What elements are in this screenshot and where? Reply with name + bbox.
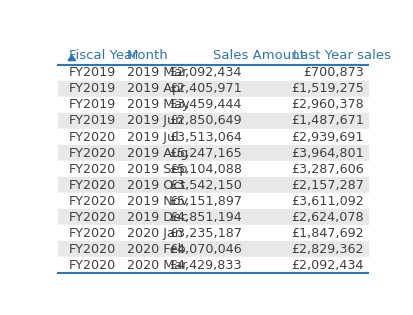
Text: 2019 Apr: 2019 Apr (127, 83, 185, 95)
Bar (58, 209, 368, 225)
Text: FY2019: FY2019 (69, 83, 116, 95)
Text: 2019 Jul: 2019 Jul (127, 130, 178, 144)
Text: £3,235,187: £3,235,187 (169, 226, 242, 239)
Text: FY2020: FY2020 (69, 179, 116, 192)
Text: £2,850,649: £2,850,649 (169, 114, 242, 128)
Text: 2019 Mar: 2019 Mar (127, 66, 187, 79)
Text: 2019 Oct: 2019 Oct (127, 179, 185, 192)
Text: £5,247,165: £5,247,165 (169, 146, 242, 159)
Text: £1,847,692: £1,847,692 (291, 226, 364, 239)
Bar (58, 241, 368, 257)
Text: £2,624,078: £2,624,078 (291, 210, 364, 224)
Text: £3,287,606: £3,287,606 (291, 163, 364, 175)
Text: £700,873: £700,873 (303, 66, 364, 79)
Bar (58, 129, 368, 145)
Bar (58, 45, 368, 65)
Bar (58, 257, 368, 273)
Bar (58, 113, 368, 129)
Text: 2019 Sep: 2019 Sep (127, 163, 188, 175)
Text: 2019 Aug: 2019 Aug (127, 146, 188, 159)
Text: £2,405,971: £2,405,971 (169, 83, 242, 95)
Text: FY2020: FY2020 (69, 226, 116, 239)
Text: FY2019: FY2019 (69, 99, 116, 112)
Text: FY2019: FY2019 (69, 66, 116, 79)
Bar (58, 65, 368, 81)
Text: £3,964,801: £3,964,801 (291, 146, 364, 159)
Text: 2020 Mar: 2020 Mar (127, 259, 187, 272)
Polygon shape (68, 55, 76, 60)
Text: £2,092,434: £2,092,434 (170, 66, 242, 79)
Text: £2,960,378: £2,960,378 (291, 99, 364, 112)
Bar (58, 177, 368, 193)
Text: £3,542,150: £3,542,150 (169, 179, 242, 192)
Bar (58, 193, 368, 209)
Text: £5,151,897: £5,151,897 (169, 195, 242, 208)
Text: FY2020: FY2020 (69, 243, 116, 255)
Text: FY2020: FY2020 (69, 146, 116, 159)
Text: FY2019: FY2019 (69, 114, 116, 128)
Bar (58, 81, 368, 97)
Text: £4,070,046: £4,070,046 (169, 243, 242, 255)
Text: 2019 Nov: 2019 Nov (127, 195, 188, 208)
Text: FY2020: FY2020 (69, 210, 116, 224)
Text: £4,851,194: £4,851,194 (169, 210, 242, 224)
Text: £3,459,444: £3,459,444 (170, 99, 242, 112)
Text: Fiscal Year: Fiscal Year (69, 49, 138, 61)
Text: FY2020: FY2020 (69, 163, 116, 175)
Text: £1,487,671: £1,487,671 (291, 114, 364, 128)
Text: £2,092,434: £2,092,434 (291, 259, 364, 272)
Bar (58, 225, 368, 241)
Bar (58, 97, 368, 113)
Text: 2019 Dec: 2019 Dec (127, 210, 188, 224)
Text: £5,104,088: £5,104,088 (169, 163, 242, 175)
Text: £3,611,092: £3,611,092 (291, 195, 364, 208)
Text: £2,157,287: £2,157,287 (291, 179, 364, 192)
Text: 2019 May: 2019 May (127, 99, 190, 112)
Text: FY2020: FY2020 (69, 259, 116, 272)
Bar (58, 161, 368, 177)
Text: £3,513,064: £3,513,064 (169, 130, 242, 144)
Text: £4,429,833: £4,429,833 (169, 259, 242, 272)
Text: Last Year sales: Last Year sales (293, 49, 391, 61)
Text: £2,939,691: £2,939,691 (291, 130, 364, 144)
Bar (58, 145, 368, 161)
Text: 2020 Jan: 2020 Jan (127, 226, 183, 239)
Text: 2019 Jun: 2019 Jun (127, 114, 183, 128)
Text: FY2020: FY2020 (69, 195, 116, 208)
Text: £2,829,362: £2,829,362 (291, 243, 364, 255)
Text: £1,519,275: £1,519,275 (291, 83, 364, 95)
Text: Month: Month (127, 49, 169, 61)
Text: 2020 Feb: 2020 Feb (127, 243, 185, 255)
Text: FY2020: FY2020 (69, 130, 116, 144)
Text: Sales Amount: Sales Amount (213, 49, 305, 61)
